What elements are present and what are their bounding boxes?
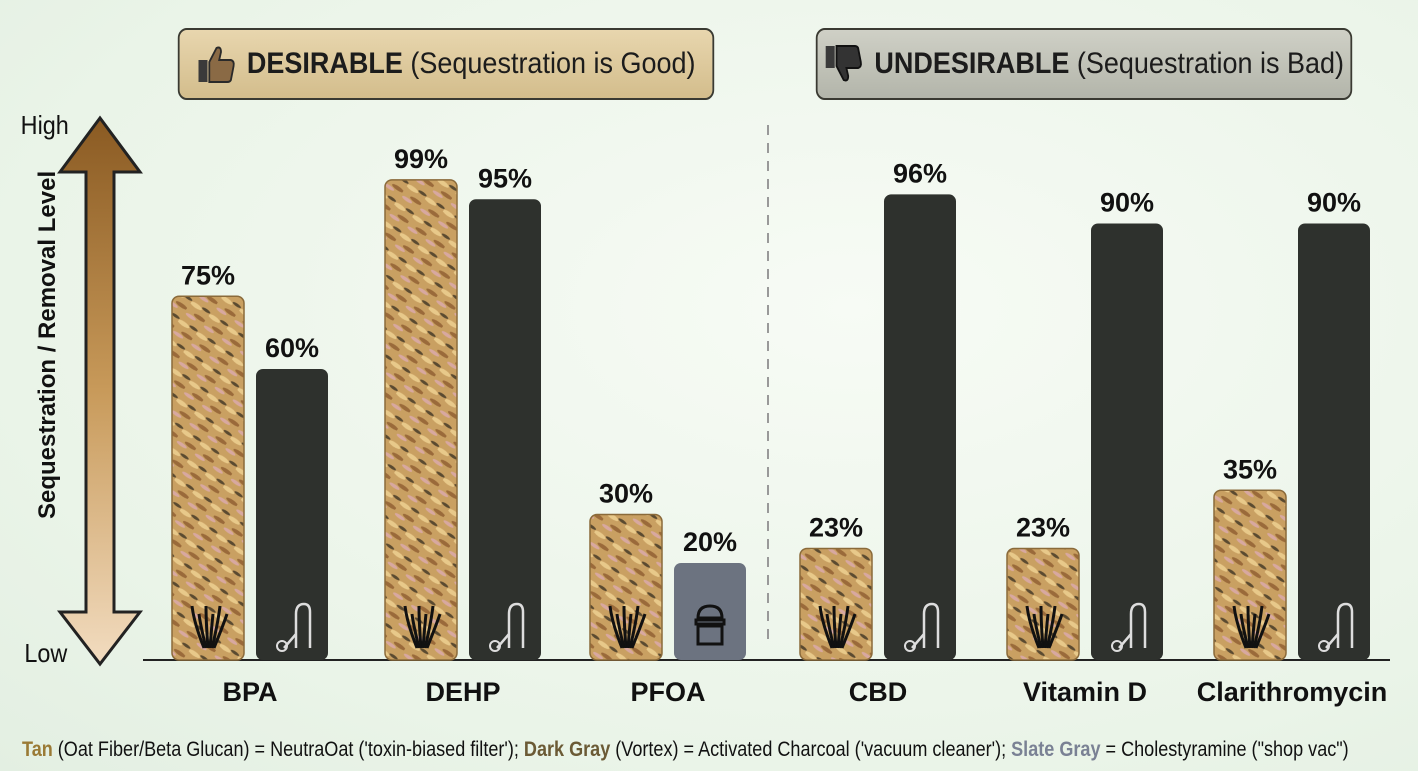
legend-tan-text: (Oat Fiber/Beta Glucan) = NeutraOat ('to… [52,738,524,761]
value-label: 99% [394,144,448,174]
plant-icon [403,605,442,649]
y-axis-arrow [56,115,144,667]
value-label: 95% [478,163,532,193]
category-label: PFOA [630,677,705,707]
value-label: 20% [683,527,737,557]
bar-sequestrant-pfoa [674,563,746,660]
bar-neutraoat-pfoa [589,513,663,661]
bar-sequestrant-vitamin-d [1091,223,1163,660]
undesirable-title: UNDESIRABLE [874,47,1070,80]
vacuum-icon [1318,602,1354,652]
category-label: Vitamin D [1023,677,1147,707]
bar-neutraoat-bpa [171,295,245,661]
legend-slate-text: = Cholestyramine ("shop vac") [1100,738,1349,761]
value-label: 90% [1100,188,1154,218]
legend-dark-label: Dark Gray [523,738,611,761]
y-axis-label: Sequestration / Removal Level [34,170,61,519]
desirable-title: DESIRABLE [246,47,403,80]
plant-icon [1232,605,1271,649]
bar-neutraoat-cbd [799,547,873,661]
value-label: 30% [599,479,653,509]
legend-slate-label: Slate Gray [1011,738,1101,761]
bar-sequestrant-dehp [469,199,541,660]
bar-sequestrant-bpa [256,369,328,660]
desirable-header: DESIRABLE (Sequestration is Good) [177,28,715,100]
undesirable-header: UNDESIRABLE (Sequestration is Bad) [815,28,1353,100]
undesirable-subtitle: (Sequestration is Bad) [1076,47,1345,80]
value-label: 90% [1307,188,1361,218]
category-label: Clarithromycin [1197,677,1388,707]
plant-icon [190,605,229,649]
value-label: 60% [265,333,319,363]
category-label: BPA [222,677,277,707]
bar-neutraoat-vitamin-d [1006,547,1080,661]
value-label: 23% [1016,512,1070,542]
legend: Tan (Oat Fiber/Beta Glucan) = NeutraOat … [22,738,1349,762]
category-label: DEHP [425,677,500,707]
value-label: 23% [809,512,863,542]
bar-sequestrant-cbd [884,194,956,660]
vacuum-icon [904,602,940,652]
y-high-label: High [20,110,69,140]
category-label: CBD [849,677,908,707]
plant-icon [818,605,857,649]
desirable-subtitle: (Sequestration is Good) [410,47,696,80]
value-label: 35% [1223,454,1277,484]
vacuum-icon [276,602,312,652]
vacuum-icon [489,602,525,652]
vacuum-icon [1111,602,1147,652]
plant-icon [608,605,647,649]
bar-sequestrant-clarithromycin [1298,223,1370,660]
plant-icon [1025,605,1064,649]
legend-dark-text: (Vortex) = Activated Charcoal ('vacuum c… [610,738,1012,761]
value-label: 96% [893,158,947,188]
shop-vac-icon [694,604,726,646]
bar-neutraoat-dehp [384,179,458,661]
y-low-label: Low [24,638,68,668]
legend-tan-label: Tan [22,738,53,761]
value-label: 75% [181,260,235,290]
thumbs-down-icon [825,45,862,82]
thumbs-up-icon [198,46,235,83]
